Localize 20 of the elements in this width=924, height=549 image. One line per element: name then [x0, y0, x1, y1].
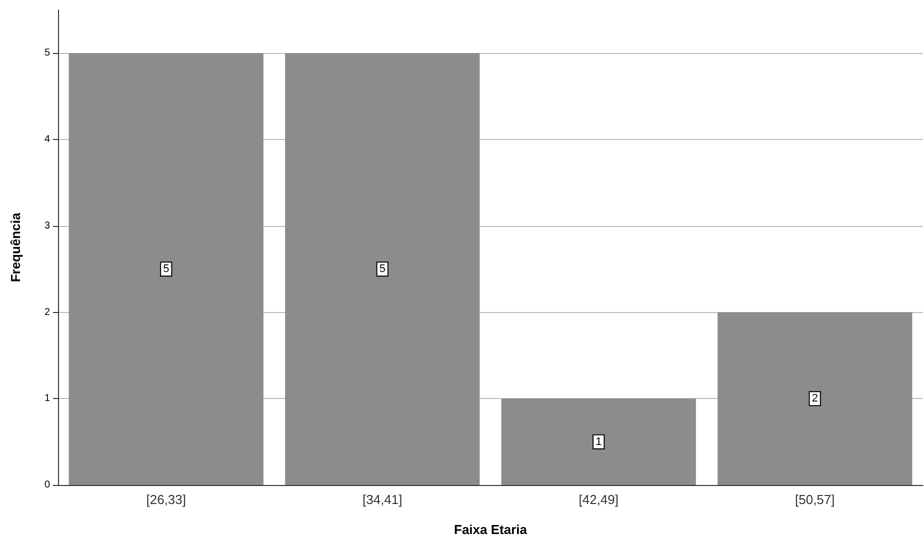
bar — [68, 53, 264, 485]
y-tick-label: 4 — [44, 134, 50, 146]
x-tick-label: [42,49] — [578, 492, 619, 507]
bar — [285, 53, 480, 485]
y-tick-label: 2 — [44, 306, 50, 318]
data-label: 2 — [812, 392, 818, 405]
x-tick-label: [34,41] — [362, 492, 402, 507]
y-tick-label: 1 — [44, 393, 50, 404]
y-axis-title: Frequência — [8, 212, 23, 282]
y-tick-label: 5 — [44, 48, 50, 59]
data-label: 5 — [163, 263, 170, 276]
x-tick-label: [50,57] — [794, 492, 835, 507]
x-axis-title: Faixa Etaria — [454, 522, 528, 537]
y-tick-label: 3 — [44, 220, 50, 232]
bar — [718, 312, 912, 485]
bar — [501, 398, 696, 485]
x-tick-label: [26,33] — [146, 492, 186, 507]
y-tick-label: 0 — [44, 480, 50, 490]
data-label: 1 — [596, 436, 602, 448]
data-label: 5 — [379, 263, 386, 276]
